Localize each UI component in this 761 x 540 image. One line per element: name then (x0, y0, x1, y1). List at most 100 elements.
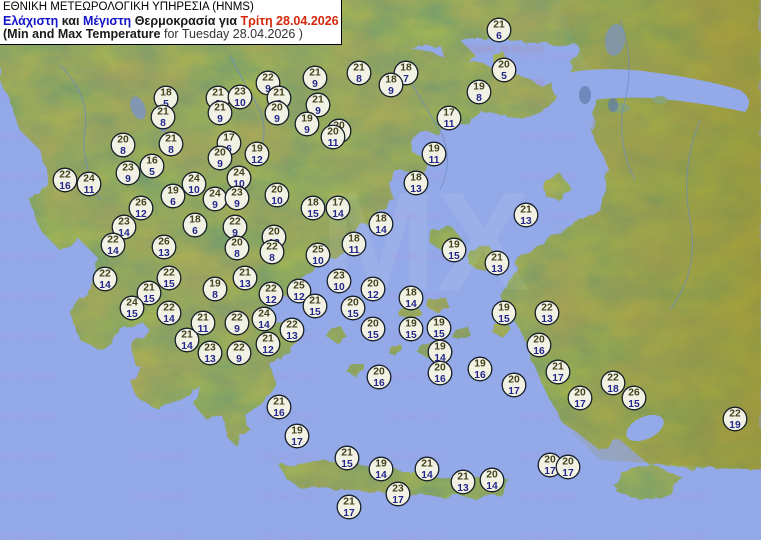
svg-text:14: 14 (421, 470, 433, 481)
svg-text:25: 25 (312, 245, 324, 256)
svg-text:23: 23 (118, 217, 130, 228)
svg-text:19: 19 (433, 318, 445, 329)
svg-text:10: 10 (234, 98, 246, 109)
svg-text:22: 22 (99, 269, 111, 280)
svg-text:22: 22 (59, 170, 71, 181)
svg-text:19: 19 (209, 279, 221, 290)
svg-text:18: 18 (400, 63, 412, 74)
svg-text:13: 13 (457, 483, 469, 494)
svg-text:17: 17 (392, 495, 404, 506)
svg-text:10: 10 (333, 282, 345, 293)
svg-text:17: 17 (552, 373, 564, 384)
svg-text:11: 11 (198, 324, 209, 335)
svg-text:18: 18 (607, 384, 619, 395)
svg-text:20: 20 (434, 363, 446, 374)
svg-text:5: 5 (149, 167, 155, 178)
svg-text:17: 17 (343, 508, 355, 519)
svg-text:24: 24 (209, 189, 221, 200)
svg-text:22: 22 (266, 242, 278, 253)
svg-text:10: 10 (312, 256, 324, 267)
svg-text:23: 23 (333, 271, 345, 282)
svg-text:19: 19 (405, 319, 417, 330)
svg-text:19: 19 (375, 459, 387, 470)
svg-text:21: 21 (309, 296, 321, 307)
svg-text:13: 13 (520, 216, 532, 227)
svg-text:13: 13 (204, 354, 216, 365)
svg-text:14: 14 (99, 280, 111, 291)
svg-text:18: 18 (189, 215, 201, 226)
svg-text:14: 14 (332, 209, 344, 220)
svg-text:15: 15 (143, 294, 155, 305)
svg-text:20: 20 (544, 455, 556, 466)
svg-text:26: 26 (135, 198, 147, 209)
svg-text:8: 8 (356, 74, 362, 85)
svg-text:14: 14 (405, 299, 417, 310)
svg-text:9: 9 (388, 86, 394, 97)
svg-text:23: 23 (392, 484, 404, 495)
svg-text:12: 12 (367, 290, 379, 301)
svg-text:9: 9 (304, 125, 310, 136)
svg-text:21: 21 (165, 134, 177, 145)
svg-text:23: 23 (231, 188, 243, 199)
svg-text:22: 22 (262, 73, 274, 84)
svg-text:12: 12 (135, 209, 147, 220)
svg-text:8: 8 (269, 253, 275, 264)
svg-text:20: 20 (367, 319, 379, 330)
svg-text:17: 17 (508, 386, 520, 397)
svg-text:19: 19 (251, 144, 263, 155)
svg-text:24: 24 (126, 298, 138, 309)
svg-text:16: 16 (59, 181, 71, 192)
svg-text:21: 21 (491, 253, 503, 264)
svg-text:19: 19 (498, 303, 510, 314)
svg-text:15: 15 (405, 330, 417, 341)
svg-text:22: 22 (265, 284, 277, 295)
svg-text:21: 21 (197, 313, 209, 324)
svg-text:14: 14 (258, 320, 270, 331)
svg-text:17: 17 (443, 108, 455, 119)
svg-text:21: 21 (143, 283, 155, 294)
svg-text:20: 20 (271, 103, 283, 114)
svg-text:22: 22 (231, 313, 243, 324)
svg-text:20: 20 (327, 127, 339, 138)
svg-text:21: 21 (309, 68, 321, 79)
svg-text:19: 19 (473, 82, 485, 93)
svg-text:14: 14 (375, 225, 387, 236)
svg-text:22: 22 (607, 373, 619, 384)
svg-text:18: 18 (405, 288, 417, 299)
svg-text:5: 5 (501, 71, 507, 82)
svg-text:15: 15 (341, 459, 353, 470)
svg-text:20: 20 (533, 335, 545, 346)
svg-text:21: 21 (343, 497, 355, 508)
svg-text:21: 21 (493, 20, 505, 31)
svg-text:21: 21 (552, 362, 564, 373)
svg-text:17: 17 (562, 468, 574, 479)
svg-text:22: 22 (541, 303, 553, 314)
svg-text:14: 14 (181, 341, 193, 352)
svg-text:18: 18 (160, 88, 172, 99)
svg-text:21: 21 (312, 95, 324, 106)
svg-text:9: 9 (217, 114, 223, 125)
svg-text:19: 19 (291, 426, 303, 437)
svg-text:16: 16 (474, 370, 486, 381)
svg-text:13: 13 (158, 248, 170, 259)
svg-text:26: 26 (158, 237, 170, 248)
svg-text:9: 9 (212, 200, 218, 211)
svg-text:22: 22 (163, 268, 175, 279)
svg-text:19: 19 (167, 186, 179, 197)
svg-text:9: 9 (274, 114, 280, 125)
svg-text:21: 21 (421, 459, 433, 470)
svg-text:20: 20 (562, 457, 574, 468)
svg-text:16: 16 (533, 346, 545, 357)
svg-text:23: 23 (204, 343, 216, 354)
svg-text:12: 12 (262, 345, 274, 356)
svg-text:9: 9 (312, 79, 318, 90)
svg-text:21: 21 (273, 88, 285, 99)
svg-text:20: 20 (574, 388, 586, 399)
svg-text:21: 21 (353, 63, 365, 74)
svg-text:17: 17 (574, 399, 586, 410)
svg-text:15: 15 (307, 209, 319, 220)
svg-text:12: 12 (293, 292, 305, 303)
svg-text:24: 24 (233, 168, 245, 179)
svg-text:18: 18 (348, 234, 360, 245)
svg-text:8: 8 (476, 93, 482, 104)
